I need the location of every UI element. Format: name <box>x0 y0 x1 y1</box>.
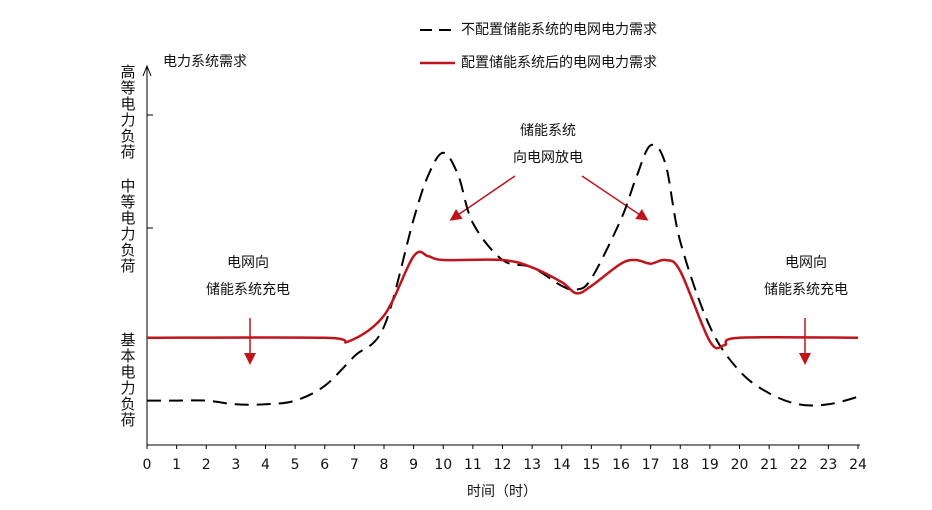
x-tick-label: 5 <box>291 457 300 473</box>
x-tick-label: 13 <box>523 457 541 473</box>
legend-label: 配置储能系统后的电网电力需求 <box>461 55 657 71</box>
x-tick-label: 6 <box>320 457 329 473</box>
annotation: 电网向 <box>227 255 269 271</box>
x-tick-label: 8 <box>380 457 389 473</box>
x-tick-label: 1 <box>172 457 181 473</box>
x-tick-label: 19 <box>701 457 719 473</box>
y-axis-title: 电力系统需求 <box>163 54 247 70</box>
x-tick-label: 16 <box>612 457 630 473</box>
x-axis-label: 时间（时） <box>467 484 537 500</box>
annotation-arrow <box>581 175 649 221</box>
x-tick-label: 11 <box>464 457 482 473</box>
annotation: 储能系统充电 <box>764 282 848 298</box>
x-tick-label: 20 <box>731 457 749 473</box>
x-tick-label: 9 <box>409 457 418 473</box>
x-tick-label: 4 <box>261 457 270 473</box>
band-label: 基本电力负荷 <box>119 332 137 428</box>
data-line <box>146 250 859 350</box>
data-line <box>147 143 859 407</box>
annotation: 电网向 <box>785 255 827 271</box>
x-tick-label: 2 <box>202 457 211 473</box>
annotation: 储能系统 <box>520 123 576 139</box>
annotation: 向电网放电 <box>513 150 583 166</box>
x-tick-label: 18 <box>671 457 689 473</box>
band-label: 中等电力负荷 <box>119 178 137 274</box>
x-tick-label: 23 <box>819 457 837 473</box>
x-tick-label: 7 <box>350 457 359 473</box>
x-tick-label: 21 <box>760 457 778 473</box>
x-tick-label: 15 <box>582 457 600 473</box>
x-tick-label: 17 <box>642 457 660 473</box>
x-tick-label: 24 <box>849 457 867 473</box>
y-axis-arrow <box>142 64 152 77</box>
x-tick-label: 14 <box>553 457 571 473</box>
x-tick-label: 12 <box>494 457 512 473</box>
x-tick-label: 10 <box>434 457 452 473</box>
x-tick-label: 3 <box>231 457 240 473</box>
annotation-arrow <box>449 175 516 221</box>
annotation: 储能系统充电 <box>206 282 290 298</box>
x-tick-label: 22 <box>790 457 808 473</box>
band-label: 高等电力负荷 <box>119 64 137 160</box>
legend-label: 不配置储能系统的电网电力需求 <box>461 22 657 38</box>
x-tick-label: 0 <box>143 457 152 473</box>
